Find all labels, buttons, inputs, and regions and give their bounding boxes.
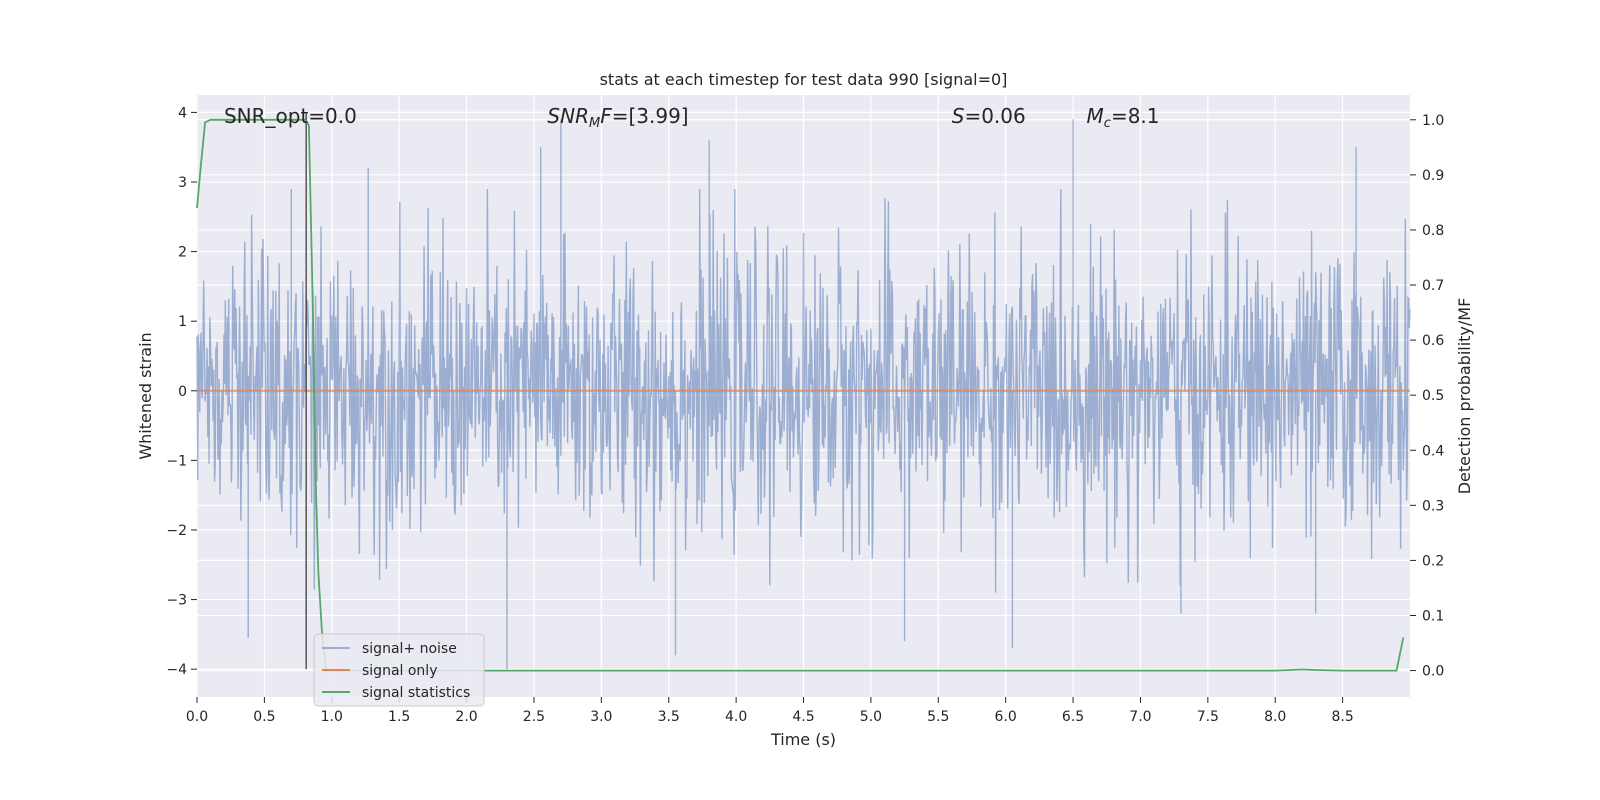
x-tick-label: 7.0 [1129,709,1151,725]
x-tick-label: 5.0 [860,709,882,725]
y-axis-ticks: 4 3 2 1 0 −1 −2 −3 −4 [166,105,197,678]
annotation: SNR_opt=0.0 [224,104,357,128]
chart-title: stats at each timestep for test data 990… [600,70,1008,89]
y2-tick-label: 1.0 [1422,113,1444,129]
legend-entry: signal statistics [362,685,470,701]
legend-entry: signal only [362,663,437,679]
x-tick-label: 1.0 [321,709,343,725]
y-tick-label: −3 [166,593,187,609]
x-tick-label: 7.5 [1197,709,1219,725]
x-tick-label: 4.0 [725,709,747,725]
noise-line [196,119,1411,670]
legend-entry: signal+ noise [362,641,457,657]
x-tick-label: 6.0 [995,709,1017,725]
y-tick-label: 2 [178,245,187,261]
y2-tick-label: 0.5 [1422,388,1444,404]
series-signal-noise [196,119,1411,670]
y2-tick-label: 0.0 [1422,664,1444,680]
x-tick-label: 2.5 [523,709,545,725]
x-axis-ticks: 0.0 0.5 1.0 1.5 2.0 2.5 3.0 3.5 4.0 4.5 5.0 5.5 6.0 6… [186,697,1354,725]
legend-box [313,633,485,707]
y-tick-label: −4 [166,662,187,678]
y-tick-label: 3 [178,175,187,191]
x-tick-label: 8.5 [1331,709,1353,725]
annotation: SNRMF=[3.99] [547,104,688,131]
y-tick-label: 0 [178,384,187,400]
y2-tick-label: 0.2 [1422,553,1444,569]
y2-tick-label: 0.7 [1422,278,1444,294]
x-tick-label: 5.5 [927,709,949,725]
y2-tick-label: 0.3 [1422,498,1444,514]
y2-tick-label: 0.9 [1422,168,1444,184]
x-axis-label: Time (s) [770,730,836,749]
y-tick-label: −1 [166,453,187,469]
x-tick-label: 0.5 [253,709,275,725]
legend: signal+ noise signal only signal statistic… [313,633,485,707]
annotations: SNR_opt=0.0 SNRMF=[3.99] S=0.06 Mc=8.1 [224,104,1160,131]
y-tick-label: −2 [166,523,187,539]
x-tick-label: 8.0 [1264,709,1286,725]
x-tick-label: 2.0 [455,709,477,725]
y2-tick-label: 0.4 [1422,443,1444,459]
y2-tick-label: 0.6 [1422,333,1444,349]
y2-tick-label: 0.1 [1422,608,1444,624]
y-tick-label: 4 [178,105,187,121]
y2-tick-label: 0.8 [1422,223,1444,239]
y2-axis-label: Detection probability/MF [1455,298,1474,495]
x-tick-label: 0.0 [186,709,208,725]
x-tick-label: 4.5 [792,709,814,725]
y-tick-label: 1 [178,314,187,330]
x-tick-label: 3.5 [658,709,680,725]
annotation: S=0.06 [952,104,1026,128]
x-tick-label: 6.5 [1062,709,1084,725]
y-axis-label: Whitened strain [136,332,155,459]
y2-axis-ticks: 1.0 0.9 0.8 0.7 0.6 0.5 0.4 0.3 0.2 0.1 0.0 [1410,113,1444,680]
x-tick-label: 1.5 [388,709,410,725]
x-tick-label: 3.0 [590,709,612,725]
annotation: Mc=8.1 [1087,104,1160,131]
